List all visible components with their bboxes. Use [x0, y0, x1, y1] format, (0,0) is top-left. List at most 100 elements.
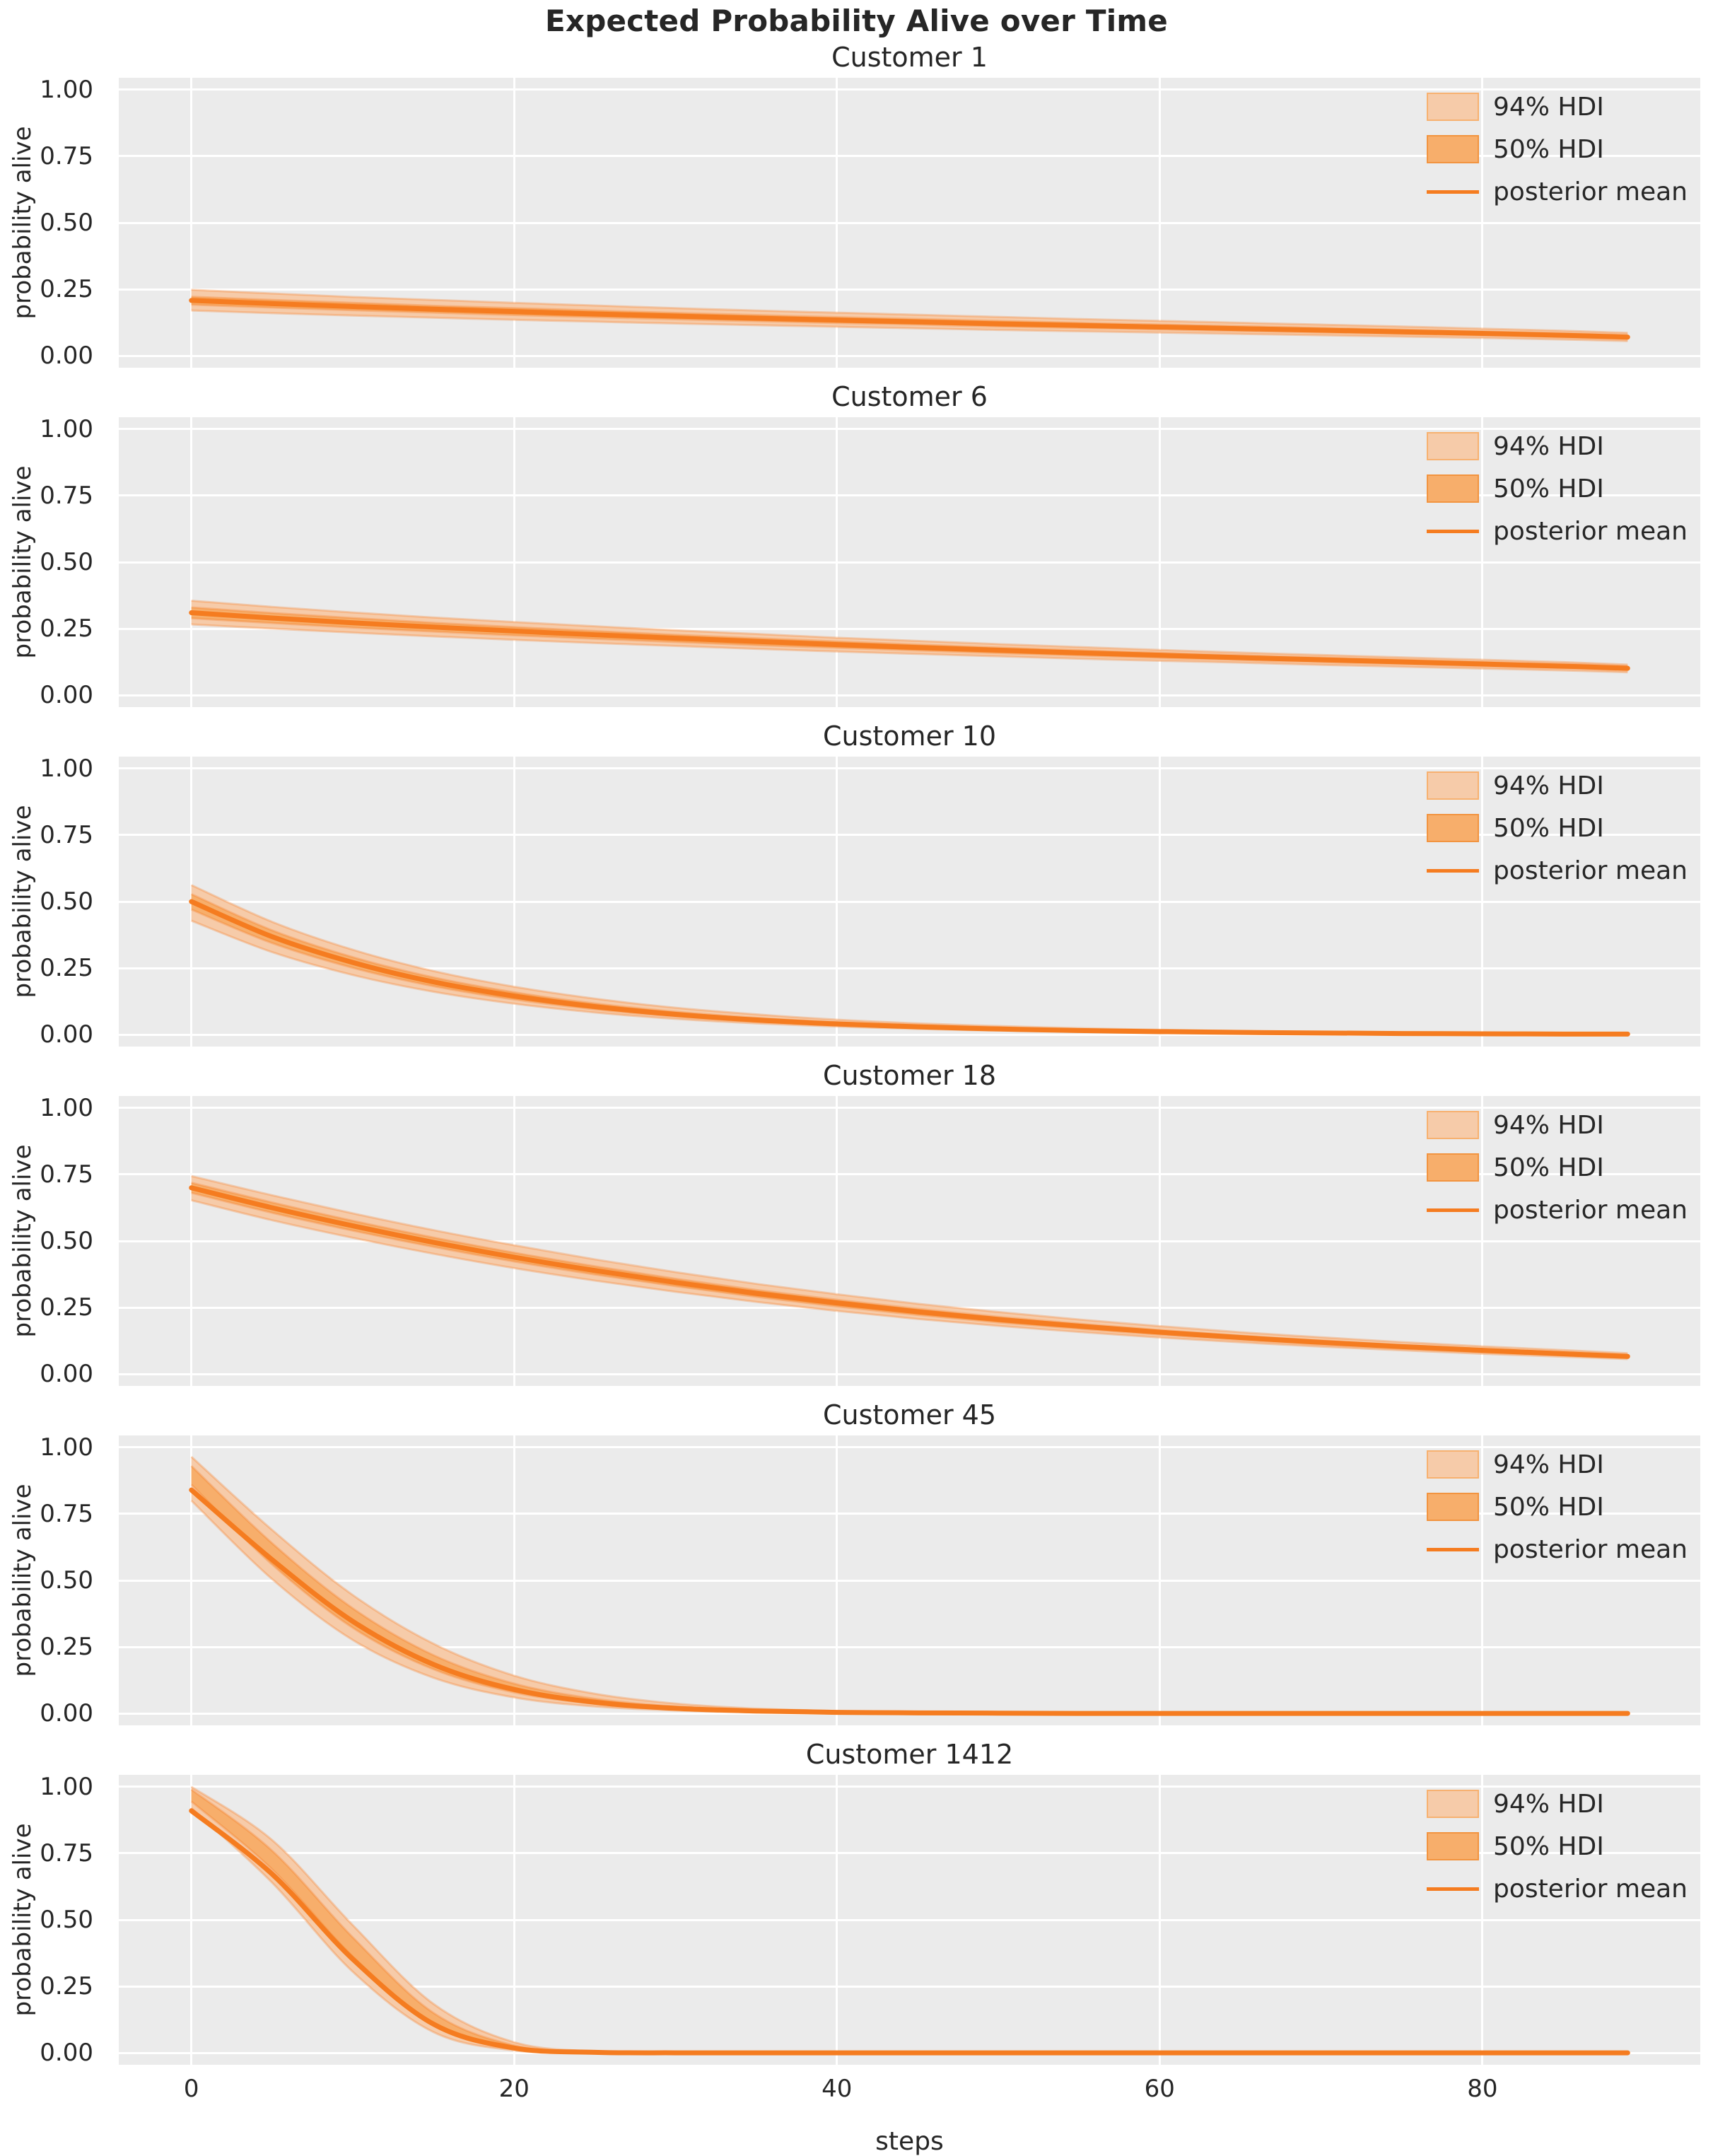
gridline-horizontal: [119, 1446, 1700, 1449]
legend-item[interactable]: 94% HDI: [1426, 91, 1688, 123]
legend-label: 50% HDI: [1492, 474, 1604, 503]
y-tick-label: 1.00: [40, 75, 93, 104]
gridline-horizontal: [119, 767, 1700, 770]
legend-label: posterior mean: [1492, 177, 1688, 206]
series-layer: [119, 78, 1700, 368]
x-tick-label: 40: [822, 2075, 853, 2103]
y-axis-ticks: 0.00 0.25 0.50 0.75 1.00 probability alive: [0, 1433, 106, 1728]
subplot-customer-10: Customer 10 94% HDI 50% HDI posterior mean 0…: [0, 716, 1713, 1049]
posterior-mean-line: [192, 1490, 1628, 1713]
gridline-horizontal: [119, 834, 1700, 837]
hdi-edge-line: [192, 1183, 1628, 1356]
y-tick-label: 0.75: [40, 820, 93, 849]
subplot-title: Customer 1: [831, 42, 988, 73]
y-axis-ticks: 0.00 0.25 0.50 0.75 1.00 probability alive: [0, 1773, 106, 2067]
y-tick-label: 1.00: [40, 1093, 93, 1122]
y-tick-label: 0.00: [40, 1020, 93, 1049]
legend-item[interactable]: 50% HDI: [1426, 1830, 1688, 1863]
y-axis-ticks: 0.00 0.25 0.50 0.75 1.00 probability alive: [0, 75, 106, 371]
hdi-50-swatch-icon: [1426, 814, 1479, 842]
plot-area: 94% HDI 50% HDI posterior mean: [119, 757, 1700, 1047]
legend-item[interactable]: 50% HDI: [1426, 133, 1688, 165]
legend: 94% HDI 50% HDI posterior mean: [1426, 91, 1688, 208]
y-axis-label: probability alive: [8, 1823, 37, 2017]
y-tick-label: 0.00: [40, 1360, 93, 1389]
gridline-horizontal: [119, 221, 1700, 224]
legend-label: 50% HDI: [1492, 1492, 1604, 1522]
y-tick-label: 0.50: [40, 209, 93, 237]
line-swatch-icon: [1426, 1547, 1479, 1551]
hdi-50-swatch-icon: [1426, 1832, 1479, 1860]
legend-label: posterior mean: [1492, 1874, 1688, 1904]
subplot-customer-6: Customer 6 94% HDI 50% HDI posterior mean 0.…: [0, 376, 1713, 710]
gridline-horizontal: [119, 1240, 1700, 1242]
hdi-94-band: [191, 885, 1628, 1035]
legend: 94% HDI 50% HDI posterior mean: [1426, 1788, 1688, 1905]
legend-item[interactable]: posterior mean: [1426, 1194, 1688, 1226]
y-axis-label: probability alive: [8, 1144, 37, 1338]
legend-item[interactable]: 50% HDI: [1426, 472, 1688, 505]
legend-label: 94% HDI: [1492, 431, 1604, 461]
y-axis-label: probability alive: [8, 1484, 37, 1677]
legend-item[interactable]: 50% HDI: [1426, 812, 1688, 844]
legend-item[interactable]: 94% HDI: [1426, 1448, 1688, 1481]
line-swatch-icon: [1426, 1887, 1479, 1891]
legend-item[interactable]: posterior mean: [1426, 515, 1688, 547]
y-tick-label: 0.00: [40, 681, 93, 710]
y-tick-label: 0.25: [40, 1633, 93, 1662]
gridline-horizontal: [119, 694, 1700, 697]
legend-item[interactable]: posterior mean: [1426, 854, 1688, 887]
gridline-horizontal: [119, 1852, 1700, 1855]
legend-item[interactable]: 50% HDI: [1426, 1151, 1688, 1184]
hdi-94-swatch-icon: [1426, 1790, 1479, 1818]
legend-item[interactable]: 94% HDI: [1426, 1109, 1688, 1141]
subplot-title: Customer 6: [831, 381, 988, 412]
legend-item[interactable]: posterior mean: [1426, 175, 1688, 208]
hdi-edge-line: [192, 601, 1628, 665]
figure-suptitle: Expected Probability Alive over Time: [545, 3, 1168, 38]
legend-item[interactable]: posterior mean: [1426, 1533, 1688, 1566]
y-tick-label: 0.00: [40, 342, 93, 371]
y-axis-ticks: 0.00 0.25 0.50 0.75 1.00 probability alive: [0, 415, 106, 710]
hdi-94-swatch-icon: [1426, 432, 1479, 460]
gridline-horizontal: [119, 1173, 1700, 1176]
y-tick-label: 0.75: [40, 1839, 93, 1867]
legend: 94% HDI 50% HDI posterior mean: [1426, 769, 1688, 887]
legend-item[interactable]: 50% HDI: [1426, 1491, 1688, 1523]
y-tick-label: 0.50: [40, 548, 93, 576]
legend-item[interactable]: posterior mean: [1426, 1872, 1688, 1905]
subplot-customer-18: Customer 18 94% HDI 50% HDI posterior mean 0…: [0, 1055, 1713, 1389]
plot-area: 94% HDI 50% HDI posterior mean: [119, 1096, 1700, 1386]
y-tick-label: 0.50: [40, 887, 93, 916]
y-tick-label: 0.25: [40, 275, 93, 304]
x-tick-label: 0: [183, 2075, 199, 2103]
y-tick-label: 0.25: [40, 954, 93, 983]
x-axis-label: steps: [875, 2127, 944, 2156]
legend-item[interactable]: 94% HDI: [1426, 430, 1688, 462]
hdi-edge-line: [192, 310, 1628, 341]
hdi-94-swatch-icon: [1426, 771, 1479, 800]
legend-label: 94% HDI: [1492, 1789, 1604, 1819]
hdi-50-band: [191, 1466, 1628, 1714]
hdi-94-swatch-icon: [1426, 1450, 1479, 1479]
hdi-94-swatch-icon: [1426, 93, 1479, 121]
y-tick-label: 0.50: [40, 1566, 93, 1595]
hdi-edge-line: [192, 624, 1628, 672]
hdi-edge-line: [192, 1193, 1628, 1358]
hdi-94-swatch-icon: [1426, 1111, 1479, 1139]
hdi-edge-line: [192, 1176, 1628, 1353]
legend-item[interactable]: 94% HDI: [1426, 1788, 1688, 1820]
posterior-mean-line: [192, 1188, 1628, 1356]
gridline-horizontal: [119, 561, 1700, 564]
y-tick-label: 1.00: [40, 754, 93, 783]
hdi-edge-line: [192, 290, 1628, 333]
hdi-edge-line: [192, 1466, 1628, 1713]
series-layer: [119, 1775, 1700, 2065]
y-tick-label: 0.00: [40, 1699, 93, 1728]
gridline-horizontal: [119, 288, 1700, 291]
series-layer: [119, 1096, 1700, 1386]
legend-item[interactable]: 94% HDI: [1426, 769, 1688, 802]
legend-label: posterior mean: [1492, 856, 1688, 885]
y-tick-label: 1.00: [40, 1433, 93, 1462]
subplot-customer-45: Customer 45 94% HDI 50% HDI posterior mean 0…: [0, 1394, 1713, 1728]
